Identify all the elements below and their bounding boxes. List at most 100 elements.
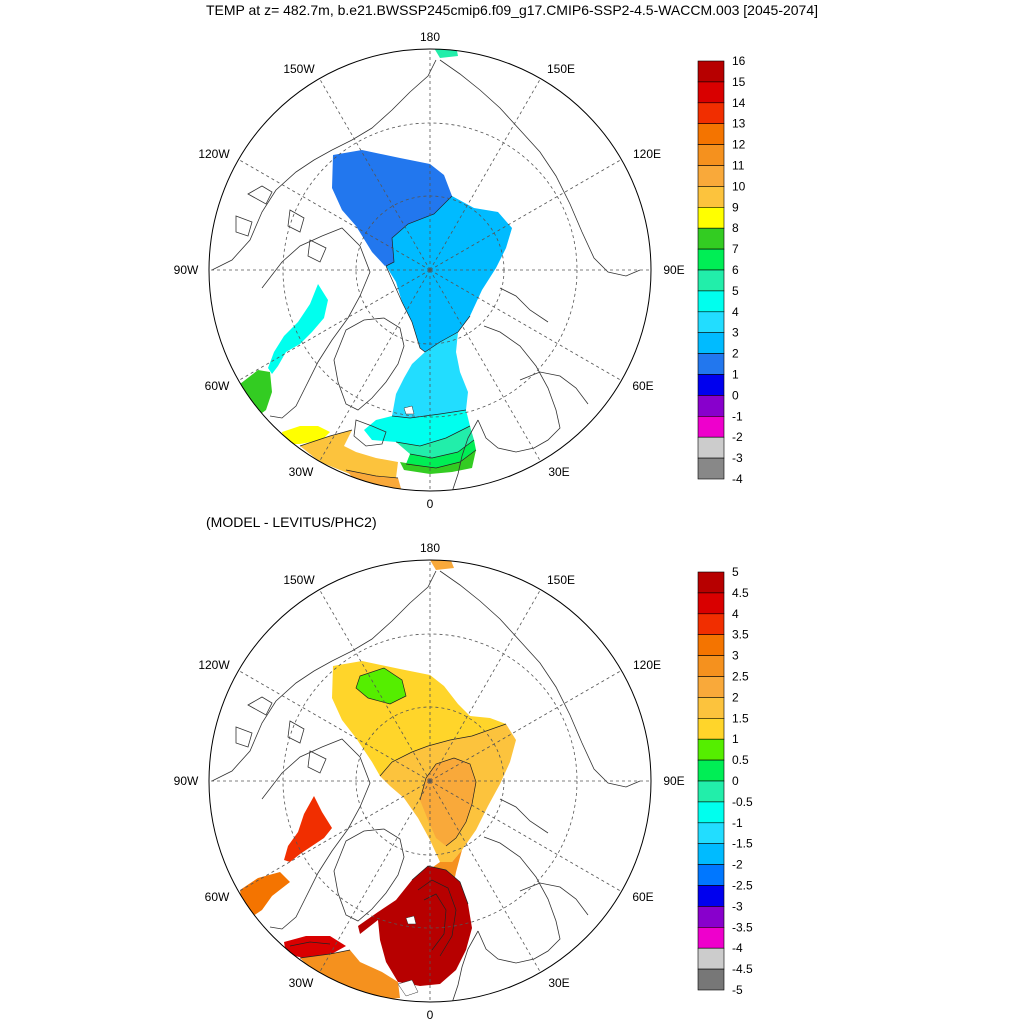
lon-label-120w: 120W — [198, 147, 230, 161]
colorbar-swatch — [697, 165, 725, 187]
colorbar-tick-label: -4.5 — [732, 962, 753, 976]
colorbar-tick-label: -3.5 — [732, 920, 753, 934]
colorbar-tick-label: 5 — [732, 284, 739, 298]
colorbar-swatch — [697, 571, 725, 594]
colorbar-tick-label: 8 — [732, 221, 739, 235]
lon-label-30w: 30W — [289, 465, 314, 479]
landmass-tiny-island — [403, 405, 415, 415]
colorbar-swatch — [697, 822, 725, 844]
colorbar-tick-label: 4.5 — [732, 586, 749, 600]
lon-label-150w: 150W — [283, 573, 315, 587]
colorbar-swatch — [697, 676, 725, 698]
colorbar-tick-label: 5 — [732, 565, 739, 579]
region-bering-strait-2-2.5 — [430, 560, 454, 570]
colorbar-tick-label: 3 — [732, 326, 739, 340]
colorbar-swatch — [697, 801, 725, 824]
region-irminger-sea-4.5-5 — [284, 936, 346, 958]
colorbar-swatch — [697, 207, 725, 229]
colorbar-swatch — [697, 395, 725, 417]
colorbar-tick-label: 4 — [732, 607, 739, 621]
region-labrador-sea-3-3.5 — [240, 872, 290, 918]
region-norwegian-sea-6-7 — [406, 440, 476, 468]
lon-label-90e: 90E — [663, 263, 684, 277]
colorbar-tick-label: 0 — [732, 388, 739, 402]
landmass-tiny-island-2 — [405, 915, 417, 925]
colorbar-tick-label: 10 — [732, 179, 746, 193]
colorbar-swatch — [697, 947, 725, 970]
colorbar-tick-label: 7 — [732, 242, 739, 256]
colorbar-swatch — [697, 592, 725, 615]
lon-label-0: 0 — [427, 497, 434, 511]
colorbar-tick-label: 6 — [732, 263, 739, 277]
colorbar-swatch — [697, 374, 725, 396]
lon-label-90e: 90E — [663, 774, 684, 788]
colorbar-tick-label: -2 — [732, 430, 743, 444]
colorbar-swatch — [697, 613, 725, 635]
colorbar-swatch — [697, 634, 725, 656]
lon-label-180: 180 — [420, 30, 440, 44]
region-canada-basin-0.5-1 — [356, 668, 406, 704]
colorbar-tick-label: 1 — [732, 732, 739, 746]
colorbar-tick-label: 9 — [732, 200, 739, 214]
colorbar-tick-label: 1.5 — [732, 711, 749, 725]
colorbar-swatch — [697, 738, 725, 761]
lon-label-150e: 150E — [547, 62, 575, 76]
colorbar-swatch — [697, 717, 725, 740]
lon-label-90w: 90W — [174, 774, 199, 788]
colorbar-swatch — [697, 144, 725, 166]
colorbar-swatch — [697, 780, 725, 803]
colorbar-swatch — [697, 269, 725, 292]
colorbar-swatch — [697, 457, 725, 480]
region-norwegian-sea-5-6 — [396, 426, 474, 458]
lon-label-30w: 30W — [289, 976, 314, 990]
colorbar-swatch — [697, 415, 725, 438]
region-fram-strait-2.5-3 — [420, 850, 462, 916]
region-fram-strait-3-4 — [392, 332, 468, 418]
lon-label-30e: 30E — [548, 465, 569, 479]
colorbar-swatch — [697, 906, 725, 928]
colorbar-tick-label: -1.5 — [732, 837, 753, 851]
colorbar-swatch — [697, 102, 725, 125]
lon-label-90w: 90W — [174, 263, 199, 277]
colorbar-tick-label: -5 — [732, 983, 743, 997]
colorbar-swatch — [697, 697, 725, 719]
colorbar-swatch — [697, 885, 725, 907]
colorbar-swatch — [697, 227, 725, 250]
colorbar-tick-label: -4 — [732, 941, 743, 955]
colorbar-tick-label: 4 — [732, 305, 739, 319]
colorbar-swatch — [697, 436, 725, 459]
colorbar-tick-label: -3 — [732, 451, 743, 465]
colorbar-tick-label: 16 — [732, 54, 746, 68]
colorbar-swatch — [697, 123, 725, 145]
region-norwegian-sea-7-8 — [400, 450, 476, 474]
region-arctic-basin-1-1.5 — [332, 661, 506, 776]
colorbar-tick-label: -4 — [732, 472, 743, 486]
colorbar-swatch — [697, 655, 725, 677]
lon-label-60w: 60W — [205, 379, 230, 393]
region-north-atlantic-11-12 — [346, 470, 402, 491]
colorbar-tick-label: -1 — [732, 409, 743, 423]
colorbar-swatch — [697, 81, 725, 104]
landmass-iceland — [397, 979, 419, 997]
colorbar-swatch — [697, 353, 725, 375]
region-eurasian-basin-1.5-2 — [380, 724, 516, 862]
colorbar-swatch — [697, 186, 725, 208]
colorbar-swatch — [697, 248, 725, 271]
region-arctic-basin-2-3 — [386, 196, 512, 352]
lon-label-60e: 60E — [632, 379, 653, 393]
region-labrador-sea-7-8 — [240, 370, 272, 416]
difference-subtitle: (MODEL - LEVITUS/PHC2) — [206, 514, 377, 530]
colorbar-tick-label: 11 — [732, 159, 745, 173]
lon-label-120e: 120E — [633, 658, 661, 672]
region-north-atlantic-2.5-3 — [300, 950, 400, 1000]
region-baffin-bay-4-4.5 — [284, 796, 332, 862]
region-irminger-sea-9-10 — [282, 426, 330, 444]
colorbar-swatch — [697, 843, 725, 865]
region-arctic-basin-1-2 — [332, 150, 452, 266]
colorbar-tick-label: -2 — [732, 858, 743, 872]
colorbar-swatch — [697, 926, 725, 949]
colorbar-tick-label: 12 — [732, 138, 746, 152]
colorbar-tick-label: 14 — [732, 96, 746, 110]
colorbar-swatch — [697, 332, 725, 354]
